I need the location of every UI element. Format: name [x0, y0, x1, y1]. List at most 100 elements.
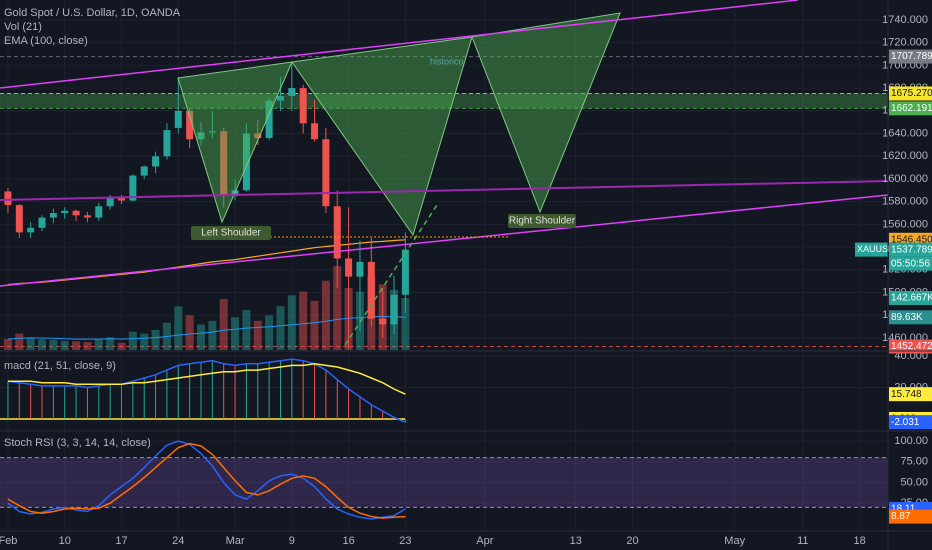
volume-bar: [276, 306, 285, 350]
candle-body: [311, 123, 319, 140]
y-tick-label: 1580.000: [882, 196, 928, 208]
candle-body: [83, 215, 91, 218]
projection: [344, 204, 438, 346]
volume-bar: [310, 300, 319, 350]
x-tick-label: May: [724, 535, 745, 547]
candle-body: [242, 133, 250, 191]
drawings: [0, 0, 889, 346]
candle-body: [61, 210, 69, 214]
volume-bar: [49, 339, 58, 350]
price-line-tag: 1675.270: [891, 88, 932, 99]
candle-body: [390, 294, 398, 325]
volume-ma-tag: 89.63K: [891, 312, 923, 323]
series-line: [7, 442, 406, 519]
last-price-tag-bg: [889, 242, 932, 257]
volume-tag: 142.667K: [891, 293, 932, 304]
zone: [0, 93, 888, 109]
last-price-tag: 1537.789: [891, 244, 932, 255]
ema-legend: EMA (100, close): [4, 35, 88, 47]
price-line-tag-bg: [889, 101, 932, 116]
candle-body: [49, 213, 57, 218]
last-value-tag-bg: [889, 387, 932, 402]
candle-body: [345, 258, 353, 277]
candle-body: [174, 110, 182, 128]
y-tick-label: 50.00: [900, 476, 928, 488]
right-shoulder-triangle: [471, 12, 621, 214]
volume-bar: [151, 329, 160, 350]
volume-bar: [72, 341, 81, 350]
pane-title: Gold Spot / U.S. Dollar, 1D, OANDA: [4, 7, 181, 19]
candle-body: [197, 132, 205, 140]
channel-upper: [0, 0, 799, 89]
price-line-tag-bg: [889, 86, 932, 101]
x-tick-label: 11: [797, 535, 808, 547]
pane-title: macd (21, 51, close, 9): [4, 360, 116, 372]
volume-bar: [117, 342, 126, 350]
ema-tag: 1546.450: [891, 234, 932, 245]
x-tick-label: Apr: [476, 535, 493, 547]
candle-body: [208, 131, 216, 133]
volume-bar: [83, 341, 92, 350]
volume-bar: [299, 291, 308, 350]
series-line: [7, 363, 406, 395]
series-line: [7, 358, 406, 423]
annotation: Right Shoulder: [509, 216, 576, 227]
y-tick-label: 1620.000: [882, 150, 928, 162]
annotation-bg: [508, 214, 576, 228]
volume-bar: [333, 266, 342, 350]
last-value-tag-bg: [889, 509, 932, 524]
candle-body: [254, 133, 262, 139]
volume-bar: [128, 331, 137, 350]
x-tick-label: 24: [172, 535, 184, 547]
volume-bar: [94, 339, 103, 350]
channel-lower: [0, 194, 889, 287]
candle-body: [38, 217, 46, 228]
x-tick-label: Mar: [226, 535, 245, 547]
symbol-tag: XAUUSD: [857, 244, 895, 254]
annotation-bg: [191, 226, 271, 240]
volume-bar: [321, 280, 330, 350]
price-line-tag-bg: [889, 49, 932, 64]
countdown-tag-bg: [889, 256, 932, 271]
candle-body: [95, 206, 103, 218]
volume-bar: [253, 320, 262, 350]
candle-body: [333, 206, 341, 259]
candle-body: [322, 139, 330, 207]
candle-body: [27, 227, 35, 233]
volume-bar: [60, 340, 69, 350]
volume-bar: [3, 339, 12, 350]
candle-body: [118, 197, 126, 201]
volume-bar: [26, 337, 35, 350]
y-tick-label: 100.00: [894, 435, 928, 447]
pane-title: Stoch RSI (3, 3, 14, 14, close): [4, 437, 151, 449]
left-shoulder-triangle: [177, 61, 293, 224]
candle-body: [129, 175, 137, 201]
x-tick-label: 18: [853, 535, 865, 547]
labels: Feb 10 17 24 Mar 9 16 23 Apr 13 20 May 11 181460.0001…: [0, 7, 932, 547]
x-tick-label: 10: [59, 535, 71, 547]
candle-body: [356, 261, 364, 277]
price-line-tag: 1662.191: [891, 103, 932, 114]
y-tick-label: 1720.000: [882, 37, 928, 49]
x-tick-label: 17: [115, 535, 127, 547]
x-tick-label: 13: [570, 535, 582, 547]
y-tick-label: 1600.000: [882, 173, 928, 185]
volume-bar: [265, 315, 274, 350]
candle-body: [367, 261, 375, 319]
x-tick-label: 20: [626, 535, 638, 547]
volume-tag-bg: [889, 290, 932, 305]
candle-body: [72, 210, 80, 216]
volume-bar: [287, 295, 296, 350]
volume-bar: [242, 309, 251, 350]
countdown-tag: 05:50:56: [891, 258, 930, 269]
candle-body: [288, 88, 296, 97]
volume-bar: [174, 306, 183, 350]
volume-bar: [231, 317, 240, 350]
candle-body: [401, 249, 409, 295]
volume-bar: [219, 298, 228, 350]
volume-bar: [15, 333, 24, 350]
y-tick-label: 75.00: [900, 456, 928, 468]
last-value-tag: -2.031: [891, 417, 920, 428]
